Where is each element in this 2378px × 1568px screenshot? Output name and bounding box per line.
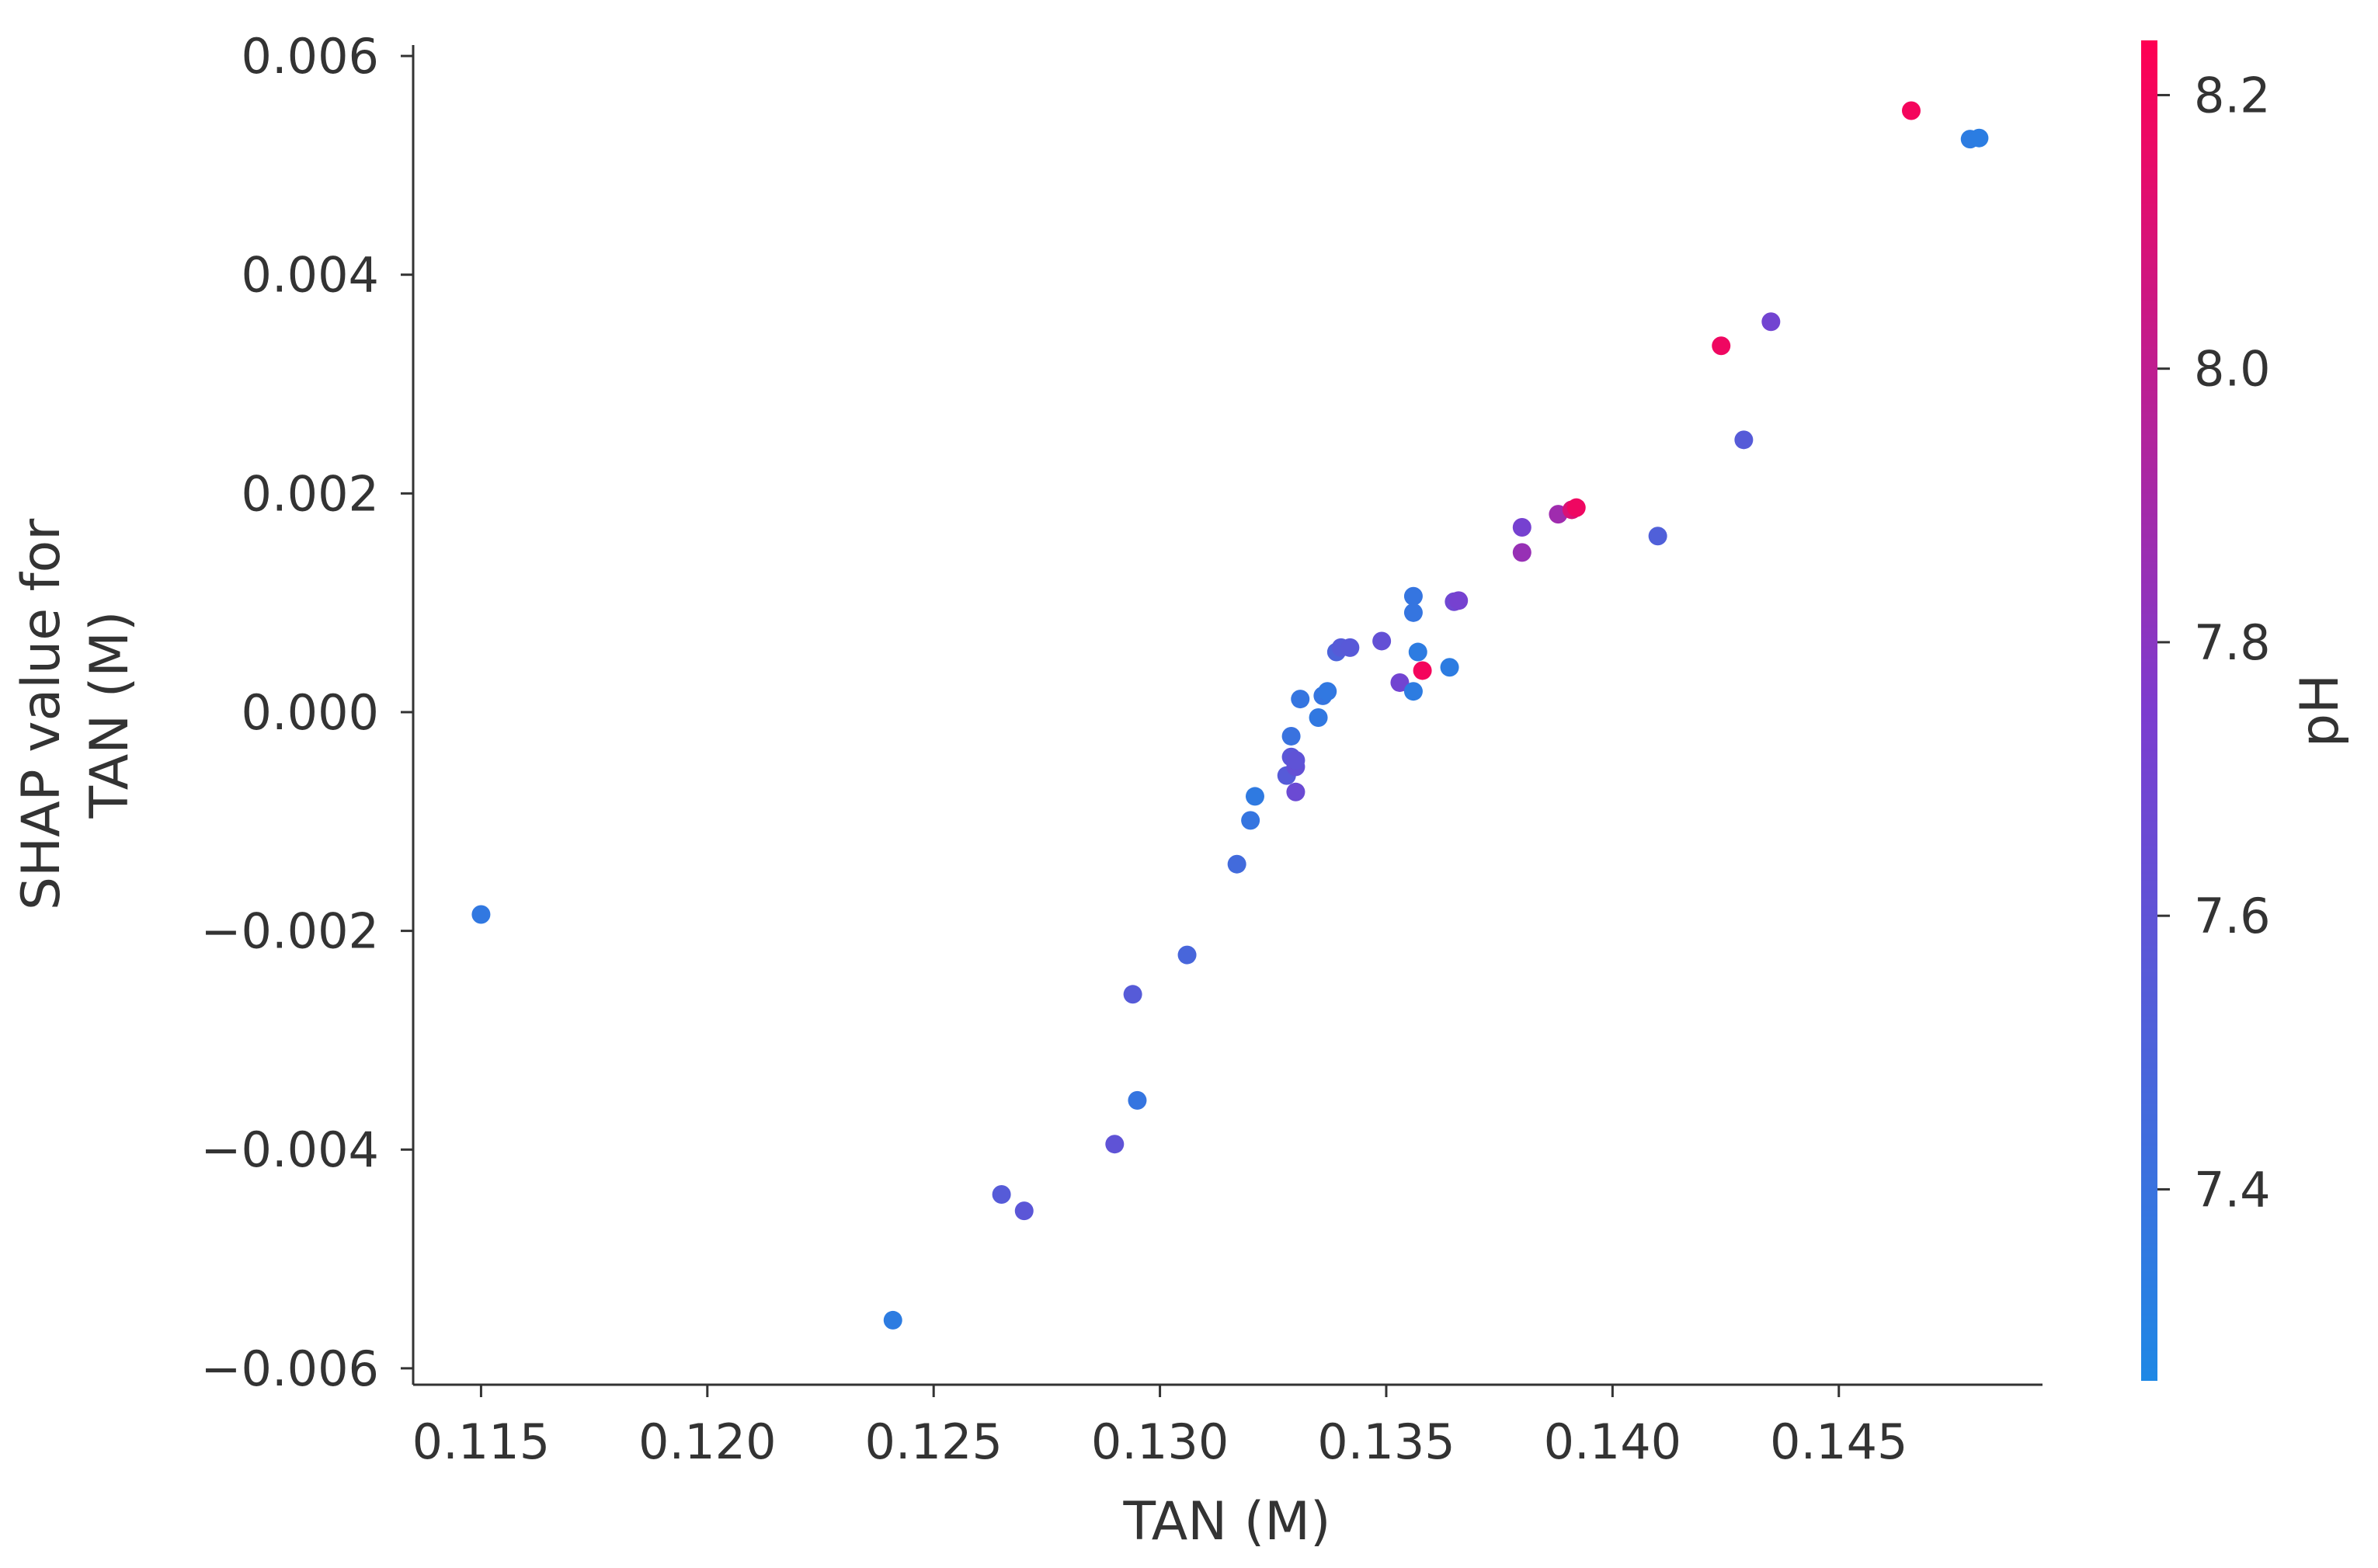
data-point bbox=[1449, 591, 1469, 610]
data-point bbox=[1309, 708, 1328, 728]
plot-axes bbox=[412, 45, 2043, 1386]
data-point bbox=[1440, 658, 1459, 677]
data-point bbox=[1286, 750, 1305, 770]
data-point bbox=[1969, 128, 1989, 148]
data-point bbox=[1512, 543, 1531, 562]
y-tick-label: 0.006 bbox=[242, 28, 380, 85]
data-point bbox=[992, 1184, 1011, 1204]
data-point bbox=[1761, 312, 1781, 332]
data-point bbox=[1372, 631, 1392, 651]
colorbar-tick-label: 8.2 bbox=[2194, 67, 2271, 123]
data-point bbox=[1245, 787, 1264, 806]
data-point bbox=[1105, 1135, 1125, 1154]
colorbar bbox=[2141, 40, 2157, 1381]
data-point bbox=[1340, 638, 1360, 657]
data-point bbox=[1291, 690, 1310, 709]
x-tick-label: 0.125 bbox=[864, 1413, 1003, 1470]
data-point bbox=[1281, 726, 1301, 746]
data-point bbox=[1128, 1090, 1147, 1110]
y-axis-ticks: 0.006 0.004 0.002 0.000 −0.002 −0.004 −0.006 bbox=[201, 28, 413, 1397]
x-tick-label: 0.145 bbox=[1770, 1413, 1908, 1470]
data-point bbox=[1512, 518, 1531, 537]
data-point bbox=[1014, 1201, 1034, 1221]
x-tick-label: 0.135 bbox=[1317, 1413, 1455, 1470]
x-axis-title: TAN (M) bbox=[1123, 1491, 1331, 1552]
data-point bbox=[883, 1310, 902, 1330]
x-tick-label: 0.120 bbox=[638, 1413, 777, 1470]
data-point bbox=[1318, 682, 1337, 701]
data-point bbox=[471, 905, 491, 924]
colorbar-tick-label: 7.6 bbox=[2194, 888, 2271, 944]
x-axis-ticks: 0.115 0.120 0.125 0.130 0.135 0.140 0.145 bbox=[412, 1385, 1908, 1470]
data-point bbox=[1648, 527, 1667, 546]
data-point bbox=[1177, 945, 1197, 965]
data-point bbox=[1408, 642, 1427, 662]
data-point bbox=[1403, 586, 1423, 606]
y-tick-label: −0.004 bbox=[201, 1121, 379, 1178]
y-axis-title: SHAP value for TAN (M) bbox=[11, 519, 141, 910]
y-tick-label: −0.006 bbox=[201, 1340, 379, 1397]
scatter-points bbox=[471, 101, 1989, 1330]
colorbar-tick-label: 7.4 bbox=[2194, 1161, 2271, 1218]
data-point bbox=[1403, 682, 1423, 701]
data-point bbox=[1413, 661, 1432, 680]
colorbar-tick-label: 8.0 bbox=[2194, 341, 2271, 398]
x-tick-label: 0.130 bbox=[1091, 1413, 1229, 1470]
y-tick-label: 0.002 bbox=[242, 465, 380, 522]
data-point bbox=[1286, 782, 1305, 801]
data-point bbox=[1403, 603, 1423, 622]
data-point bbox=[1241, 811, 1260, 830]
data-point bbox=[1566, 498, 1586, 517]
data-point bbox=[1901, 101, 1921, 120]
y-tick-label: −0.002 bbox=[201, 903, 379, 960]
colorbar-ticks: 8.2 8.0 7.8 7.6 7.4 bbox=[2157, 67, 2271, 1218]
x-tick-label: 0.115 bbox=[412, 1413, 551, 1470]
y-tick-label: 0.000 bbox=[242, 684, 380, 741]
data-point bbox=[1123, 985, 1142, 1004]
colorbar-tick-label: 7.8 bbox=[2194, 614, 2271, 671]
data-point bbox=[1712, 336, 1731, 356]
data-point bbox=[1227, 854, 1246, 874]
y-tick-label: 0.004 bbox=[242, 247, 380, 304]
data-point bbox=[1734, 430, 1754, 450]
colorbar-label: pH bbox=[2289, 674, 2351, 747]
data-point bbox=[1390, 673, 1410, 692]
x-tick-label: 0.140 bbox=[1544, 1413, 1682, 1470]
